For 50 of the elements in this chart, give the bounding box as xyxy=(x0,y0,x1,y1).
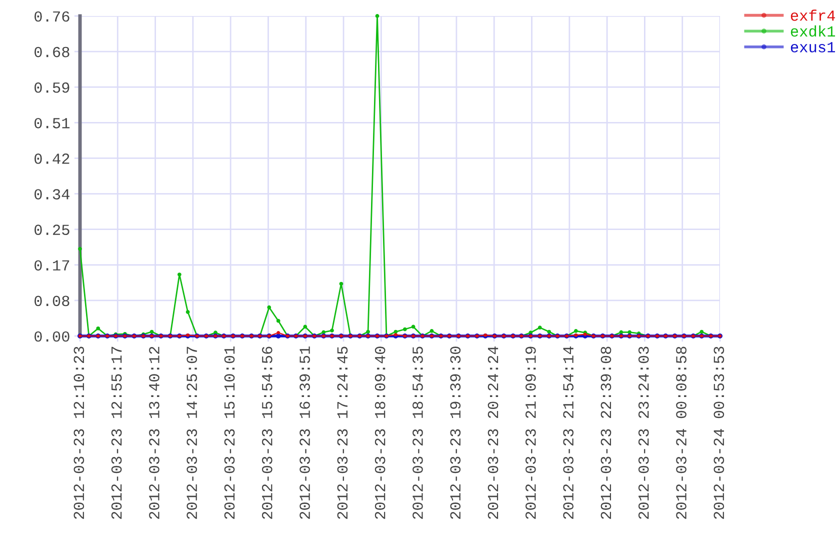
point xyxy=(547,330,552,334)
x-tick-label: 2012-03-23 22:39:08 xyxy=(600,346,612,519)
point xyxy=(574,329,578,333)
point xyxy=(411,324,416,329)
x-tick-label: 2012-03-23 15:10:01 xyxy=(224,346,235,519)
x-tick-label: 2012-03-23 21:09:19 xyxy=(525,346,536,519)
x-tick-label: 2012-03-23 15:54:56 xyxy=(262,346,272,519)
point xyxy=(267,305,272,310)
x-tick-label: 2012-03-23 20:24:24 xyxy=(488,346,498,519)
x-tick-label: 2012-03-23 18:09:40 xyxy=(374,346,386,519)
y-tick-label: 0.00 xyxy=(34,331,70,342)
y-tick-label: 0.42 xyxy=(34,154,70,164)
x-tick-label: 2012-03-23 17:24:45 xyxy=(337,346,348,519)
x-tick-label: 2012-03-24 00:53:53 xyxy=(714,346,724,519)
x-tick-label: 2012-03-24 00:08:58 xyxy=(676,346,686,519)
x-tick-label: 2012-03-23 21:54:14 xyxy=(563,346,574,519)
point xyxy=(339,282,344,286)
y-tick-label: 0.59 xyxy=(34,82,70,93)
point xyxy=(303,324,308,329)
x-tick-label: 2012-03-23 18:54:35 xyxy=(412,346,423,519)
point xyxy=(186,310,190,314)
point xyxy=(538,326,542,330)
point xyxy=(96,326,100,330)
point xyxy=(330,328,334,332)
x-tick-label: 2012-03-23 12:10:23 xyxy=(74,346,84,519)
x-tick-label: 2012-03-23 16:39:51 xyxy=(300,346,310,519)
point xyxy=(375,14,380,18)
x-tick-label: 2012-03-23 19:39:30 xyxy=(450,346,461,519)
legend-label: exus1 xyxy=(790,42,836,52)
point xyxy=(366,330,370,334)
y-tick-label: 0.51 xyxy=(34,118,70,128)
point xyxy=(177,272,182,276)
y-tick-label: 0.17 xyxy=(34,260,70,271)
y-tick-label: 0.08 xyxy=(34,296,70,306)
point xyxy=(430,329,434,333)
legend-label: exfr4 xyxy=(790,10,835,21)
point xyxy=(700,330,704,334)
point xyxy=(78,246,82,251)
point xyxy=(150,330,154,334)
y-tick-label: 0.34 xyxy=(34,189,70,200)
x-tick-label: 2012-03-23 12:55:17 xyxy=(111,346,122,519)
x-tick-label: 2012-03-23 14:25:07 xyxy=(186,346,198,519)
x-tick-label: 2012-03-23 13:40:12 xyxy=(149,346,160,519)
point xyxy=(402,327,407,332)
y-tick-label: 0.68 xyxy=(34,46,70,58)
point xyxy=(276,318,280,323)
y-tick-label: 0.76 xyxy=(34,11,70,22)
legend-label: exdk1 xyxy=(790,25,836,37)
y-tick-label: 0.25 xyxy=(34,224,70,236)
x-tick-label: 2012-03-23 23:24:03 xyxy=(638,346,649,519)
